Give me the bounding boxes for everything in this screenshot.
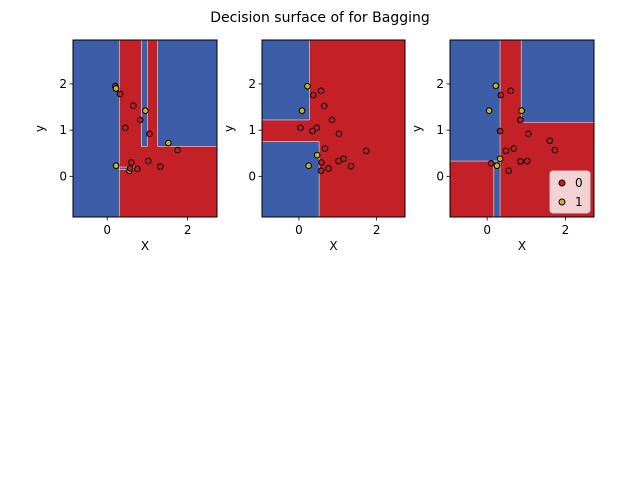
region-class-1: [73, 40, 120, 217]
axes-frame: [261, 39, 406, 218]
legend-label-class-1: 1: [575, 195, 583, 209]
legend-label-class-0: 0: [575, 176, 583, 190]
data-point-class-1: [304, 82, 311, 90]
x-tick-label: 2: [184, 223, 192, 237]
data-point-class-0: [317, 167, 325, 175]
data-point-class-0: [136, 116, 144, 124]
y-tick-label: 0: [436, 169, 444, 183]
decision-surface: [73, 40, 217, 217]
x-tick-label: 2: [373, 223, 381, 237]
region-class-1: [262, 141, 320, 217]
data-point-class-0: [317, 87, 325, 95]
data-point-class-0: [309, 127, 316, 135]
y-tick-label: 0: [59, 169, 67, 183]
y-tick-label: 1: [59, 123, 67, 137]
y-tick-label: 2: [59, 77, 67, 91]
decision-surface: [262, 40, 405, 217]
y-tick-label: 0: [248, 169, 256, 183]
x-tick-label: 0: [295, 223, 303, 237]
data-point-class-0: [487, 160, 495, 167]
y-tick-label: 2: [248, 77, 256, 91]
data-point-class-1: [493, 162, 501, 170]
x-axis-label: X: [329, 239, 337, 253]
x-tick-label: 0: [483, 223, 491, 237]
data-point-class-0: [156, 163, 164, 170]
data-point-class-0: [318, 159, 325, 166]
data-point-class-0: [325, 165, 332, 172]
data-point-class-0: [134, 165, 141, 173]
data-point-class-0: [309, 91, 317, 99]
data-point-class-1: [496, 155, 504, 163]
data-point-class-0: [362, 147, 370, 155]
data-point-class-0: [551, 146, 559, 154]
y-tick-label: 1: [436, 123, 444, 137]
axes-frame: [72, 39, 218, 218]
region-class-1: [262, 40, 310, 121]
legend: 01: [549, 170, 591, 214]
data-point-class-0: [335, 157, 342, 165]
data-point-class-1: [485, 107, 493, 115]
data-point-class-1: [492, 82, 500, 90]
legend-marker-class-0: [558, 179, 566, 187]
data-point-class-0: [121, 124, 129, 132]
data-point-class-0: [126, 165, 134, 172]
data-point-class-0: [502, 147, 510, 155]
data-point-class-0: [496, 127, 504, 135]
data-point-class-0: [174, 146, 181, 154]
data-point-class-0: [328, 116, 336, 124]
x-axis-label: X: [518, 239, 526, 253]
data-point-class-0: [517, 116, 524, 124]
data-point-class-0: [497, 91, 505, 99]
legend-marker-class-1: [558, 198, 566, 206]
data-point-class-1: [165, 139, 172, 147]
data-point-class-0: [128, 159, 135, 166]
region-class-1: [520, 40, 594, 123]
data-point-class-0: [523, 157, 531, 165]
data-point-class-1: [112, 162, 120, 170]
data-point-class-0: [335, 130, 343, 138]
figure-title: Decision surface of for Bagging: [210, 10, 430, 26]
region-class-1: [141, 40, 148, 147]
y-axis-label: y: [222, 125, 236, 132]
decision-surface: [450, 40, 594, 217]
data-point-class-0: [347, 162, 355, 170]
data-point-class-1: [313, 151, 321, 159]
x-tick-label: 2: [562, 223, 570, 237]
y-axis-label: y: [33, 125, 47, 132]
data-point-class-0: [517, 158, 524, 165]
data-point-class-0: [546, 137, 554, 145]
data-point-class-0: [320, 102, 328, 110]
data-point-class-0: [524, 130, 532, 138]
data-point-class-1: [518, 107, 525, 115]
data-point-class-0: [130, 102, 137, 109]
region-class-1: [157, 40, 217, 147]
subplot-1: 0 2 0 1 2 Xy: [33, 39, 218, 253]
region-class-1: [450, 40, 501, 162]
axes-frame: [449, 39, 595, 218]
data-point-class-1: [142, 107, 149, 115]
data-point-class-0: [116, 90, 124, 98]
y-tick-label: 1: [248, 123, 256, 137]
legend-box: [549, 170, 591, 214]
x-axis-label: X: [141, 239, 149, 253]
y-tick-label: 2: [436, 77, 444, 91]
region-class-1: [493, 160, 501, 217]
data-point-class-0: [146, 130, 153, 138]
data-point-class-0: [144, 157, 152, 165]
data-point-class-0: [505, 167, 512, 175]
data-point-class-0: [297, 124, 304, 132]
x-tick-label: 0: [103, 223, 111, 237]
data-point-class-0: [507, 87, 514, 95]
data-point-class-1: [112, 85, 120, 92]
subplot-2: 0 2 0 1 2 Xy: [222, 39, 406, 253]
data-point-class-0: [321, 145, 329, 152]
data-point-class-1: [298, 107, 306, 115]
data-point-class-0: [510, 145, 518, 152]
y-axis-label: y: [410, 125, 424, 132]
data-point-class-0: [313, 124, 321, 132]
data-point-class-1: [305, 162, 312, 170]
